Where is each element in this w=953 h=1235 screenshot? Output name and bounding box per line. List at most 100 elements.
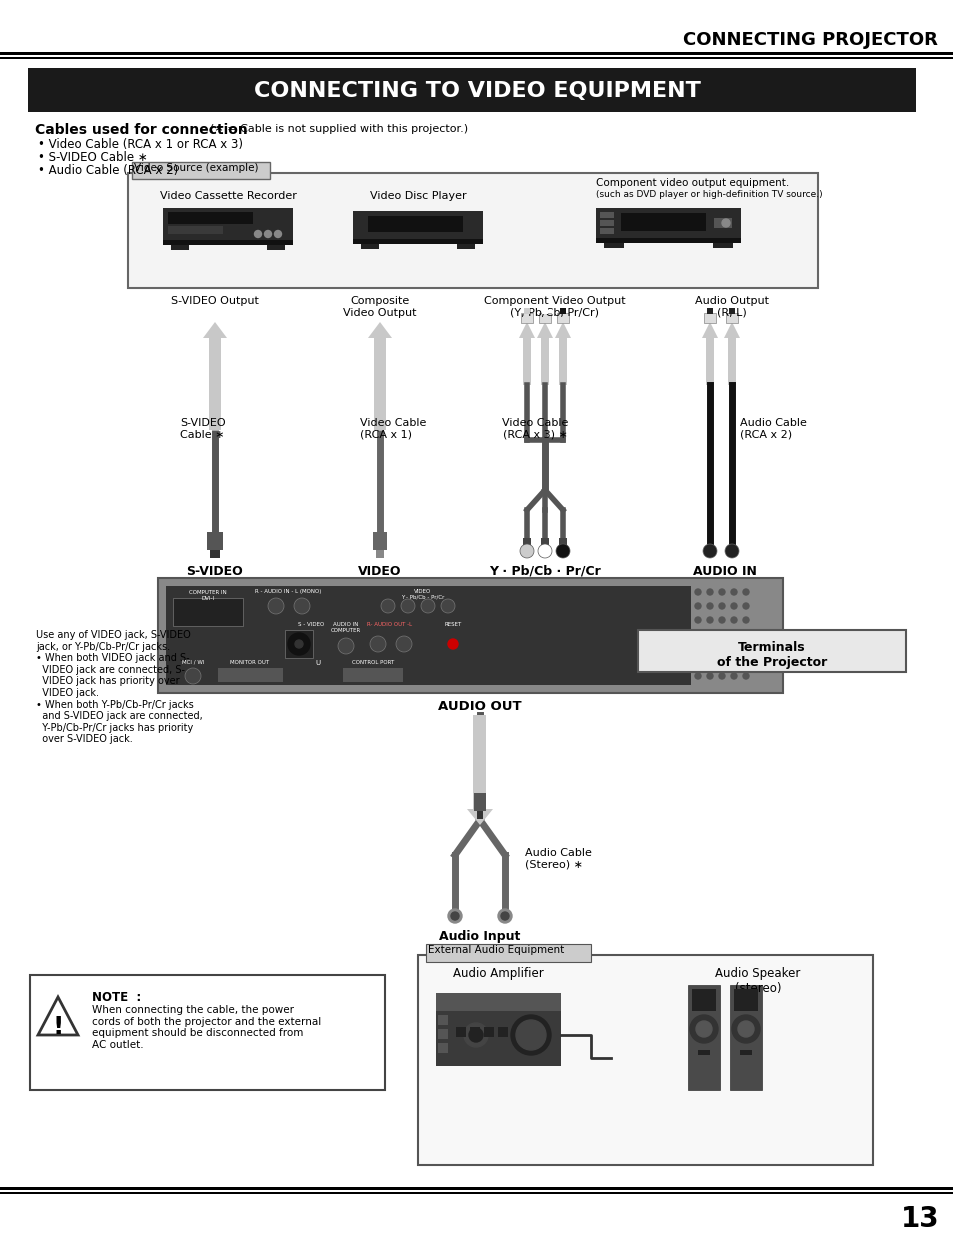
Circle shape — [337, 638, 354, 655]
Circle shape — [730, 645, 737, 651]
Bar — [540, 338, 548, 385]
Text: VIDEO: VIDEO — [358, 564, 401, 578]
Bar — [725, 312, 738, 324]
Bar — [483, 1028, 494, 1037]
Circle shape — [721, 219, 729, 227]
Bar — [540, 538, 548, 552]
Bar — [522, 338, 531, 385]
Bar — [158, 578, 782, 693]
Bar — [620, 212, 705, 231]
Circle shape — [254, 231, 261, 237]
Text: 13: 13 — [900, 1205, 939, 1233]
Circle shape — [689, 1015, 718, 1044]
Bar — [437, 1015, 448, 1025]
Circle shape — [706, 659, 712, 664]
Bar — [163, 240, 293, 245]
Bar — [0, 57, 953, 58]
Text: Audio Speaker
(stereo): Audio Speaker (stereo) — [715, 967, 800, 995]
Circle shape — [730, 618, 737, 622]
Text: Composite
Video Output: Composite Video Output — [343, 296, 416, 317]
Text: Video Cable
(RCA x 3) ∗: Video Cable (RCA x 3) ∗ — [501, 417, 568, 440]
Text: External Audio Equipment: External Audio Equipment — [428, 945, 563, 955]
Text: R- AUDIO OUT -L: R- AUDIO OUT -L — [367, 622, 412, 627]
Bar — [132, 162, 270, 179]
Circle shape — [448, 909, 461, 923]
Bar — [128, 173, 817, 288]
Circle shape — [448, 638, 457, 650]
Bar — [210, 550, 220, 558]
Text: Video Disc Player: Video Disc Player — [370, 191, 466, 201]
Bar — [557, 312, 568, 324]
Circle shape — [724, 543, 739, 558]
Circle shape — [719, 618, 724, 622]
Bar — [168, 226, 223, 233]
Circle shape — [695, 645, 700, 651]
Circle shape — [730, 589, 737, 595]
Bar — [368, 216, 462, 232]
Text: AUDIO IN
COMPUTER: AUDIO IN COMPUTER — [331, 622, 361, 632]
Text: S - VIDEO: S - VIDEO — [297, 622, 324, 627]
Bar — [523, 308, 530, 314]
Bar — [713, 219, 731, 228]
Bar — [538, 312, 551, 324]
Circle shape — [706, 631, 712, 637]
Text: S-VIDEO Output: S-VIDEO Output — [171, 296, 258, 306]
Text: Use any of VIDEO jack, S-VIDEO
jack, or Y-Pb/Cb-Pr/Cr jacks.
• When both VIDEO j: Use any of VIDEO jack, S-VIDEO jack, or … — [36, 630, 203, 745]
Text: Video Source (example): Video Source (example) — [133, 163, 258, 173]
Bar — [209, 338, 221, 430]
Circle shape — [706, 589, 712, 595]
Bar — [522, 538, 531, 552]
Polygon shape — [38, 997, 78, 1035]
Circle shape — [695, 631, 700, 637]
Text: MCI / WI: MCI / WI — [182, 659, 204, 664]
Bar — [166, 585, 690, 685]
Bar — [30, 974, 385, 1091]
Bar — [0, 52, 953, 54]
Circle shape — [288, 634, 310, 655]
Text: Y · Pb/Cb · Pr/Cr: Y · Pb/Cb · Pr/Cr — [489, 564, 600, 578]
Circle shape — [719, 645, 724, 651]
Circle shape — [706, 673, 712, 679]
Circle shape — [400, 599, 415, 613]
Polygon shape — [537, 322, 553, 338]
Text: U: U — [315, 659, 320, 666]
Circle shape — [696, 1021, 711, 1037]
Circle shape — [730, 631, 737, 637]
Circle shape — [451, 911, 458, 920]
Bar — [599, 212, 614, 219]
Circle shape — [511, 1015, 551, 1055]
Text: VIDEO
Y - Pb/Cb - Pr/Cr: VIDEO Y - Pb/Cb - Pr/Cr — [401, 589, 444, 600]
Circle shape — [742, 603, 748, 609]
Bar — [373, 532, 387, 550]
Text: Audio Output
(R, L): Audio Output (R, L) — [695, 296, 768, 317]
Circle shape — [537, 543, 552, 558]
Bar — [353, 211, 482, 240]
Text: S-VIDEO: S-VIDEO — [187, 564, 243, 578]
Circle shape — [519, 543, 534, 558]
Circle shape — [264, 231, 272, 237]
Circle shape — [706, 645, 712, 651]
Bar — [541, 308, 547, 314]
Circle shape — [742, 659, 748, 664]
Bar — [343, 668, 402, 682]
Bar — [596, 207, 740, 238]
Bar — [168, 212, 253, 224]
Bar — [28, 68, 915, 112]
Bar — [163, 207, 293, 240]
Circle shape — [497, 909, 512, 923]
Bar — [0, 1187, 953, 1189]
Bar — [0, 1192, 953, 1193]
Text: COMPUTER IN
DVI-I: COMPUTER IN DVI-I — [189, 590, 227, 600]
Circle shape — [274, 231, 281, 237]
Text: CONNECTING PROJECTOR: CONNECTING PROJECTOR — [682, 31, 937, 49]
Bar — [267, 245, 285, 249]
Text: • Audio Cable (RCA x 2): • Audio Cable (RCA x 2) — [38, 164, 178, 177]
Circle shape — [719, 659, 724, 664]
Bar — [426, 944, 590, 962]
Polygon shape — [203, 322, 227, 338]
Circle shape — [730, 603, 737, 609]
Text: Audio Cable
(RCA x 2): Audio Cable (RCA x 2) — [740, 417, 806, 440]
Circle shape — [695, 618, 700, 622]
Circle shape — [268, 598, 284, 614]
Bar — [596, 238, 740, 243]
